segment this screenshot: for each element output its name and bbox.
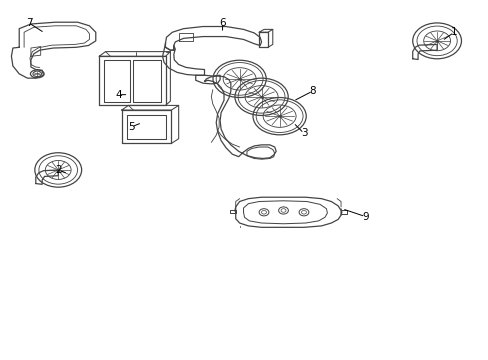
Text: 8: 8 xyxy=(309,86,315,96)
Text: 3: 3 xyxy=(300,129,306,138)
Text: 7: 7 xyxy=(25,18,32,28)
Text: 9: 9 xyxy=(362,212,368,221)
Text: 6: 6 xyxy=(219,18,225,28)
Text: 4: 4 xyxy=(115,90,122,100)
Text: 2: 2 xyxy=(55,165,61,175)
Text: 1: 1 xyxy=(450,27,457,37)
Text: 5: 5 xyxy=(128,122,134,132)
